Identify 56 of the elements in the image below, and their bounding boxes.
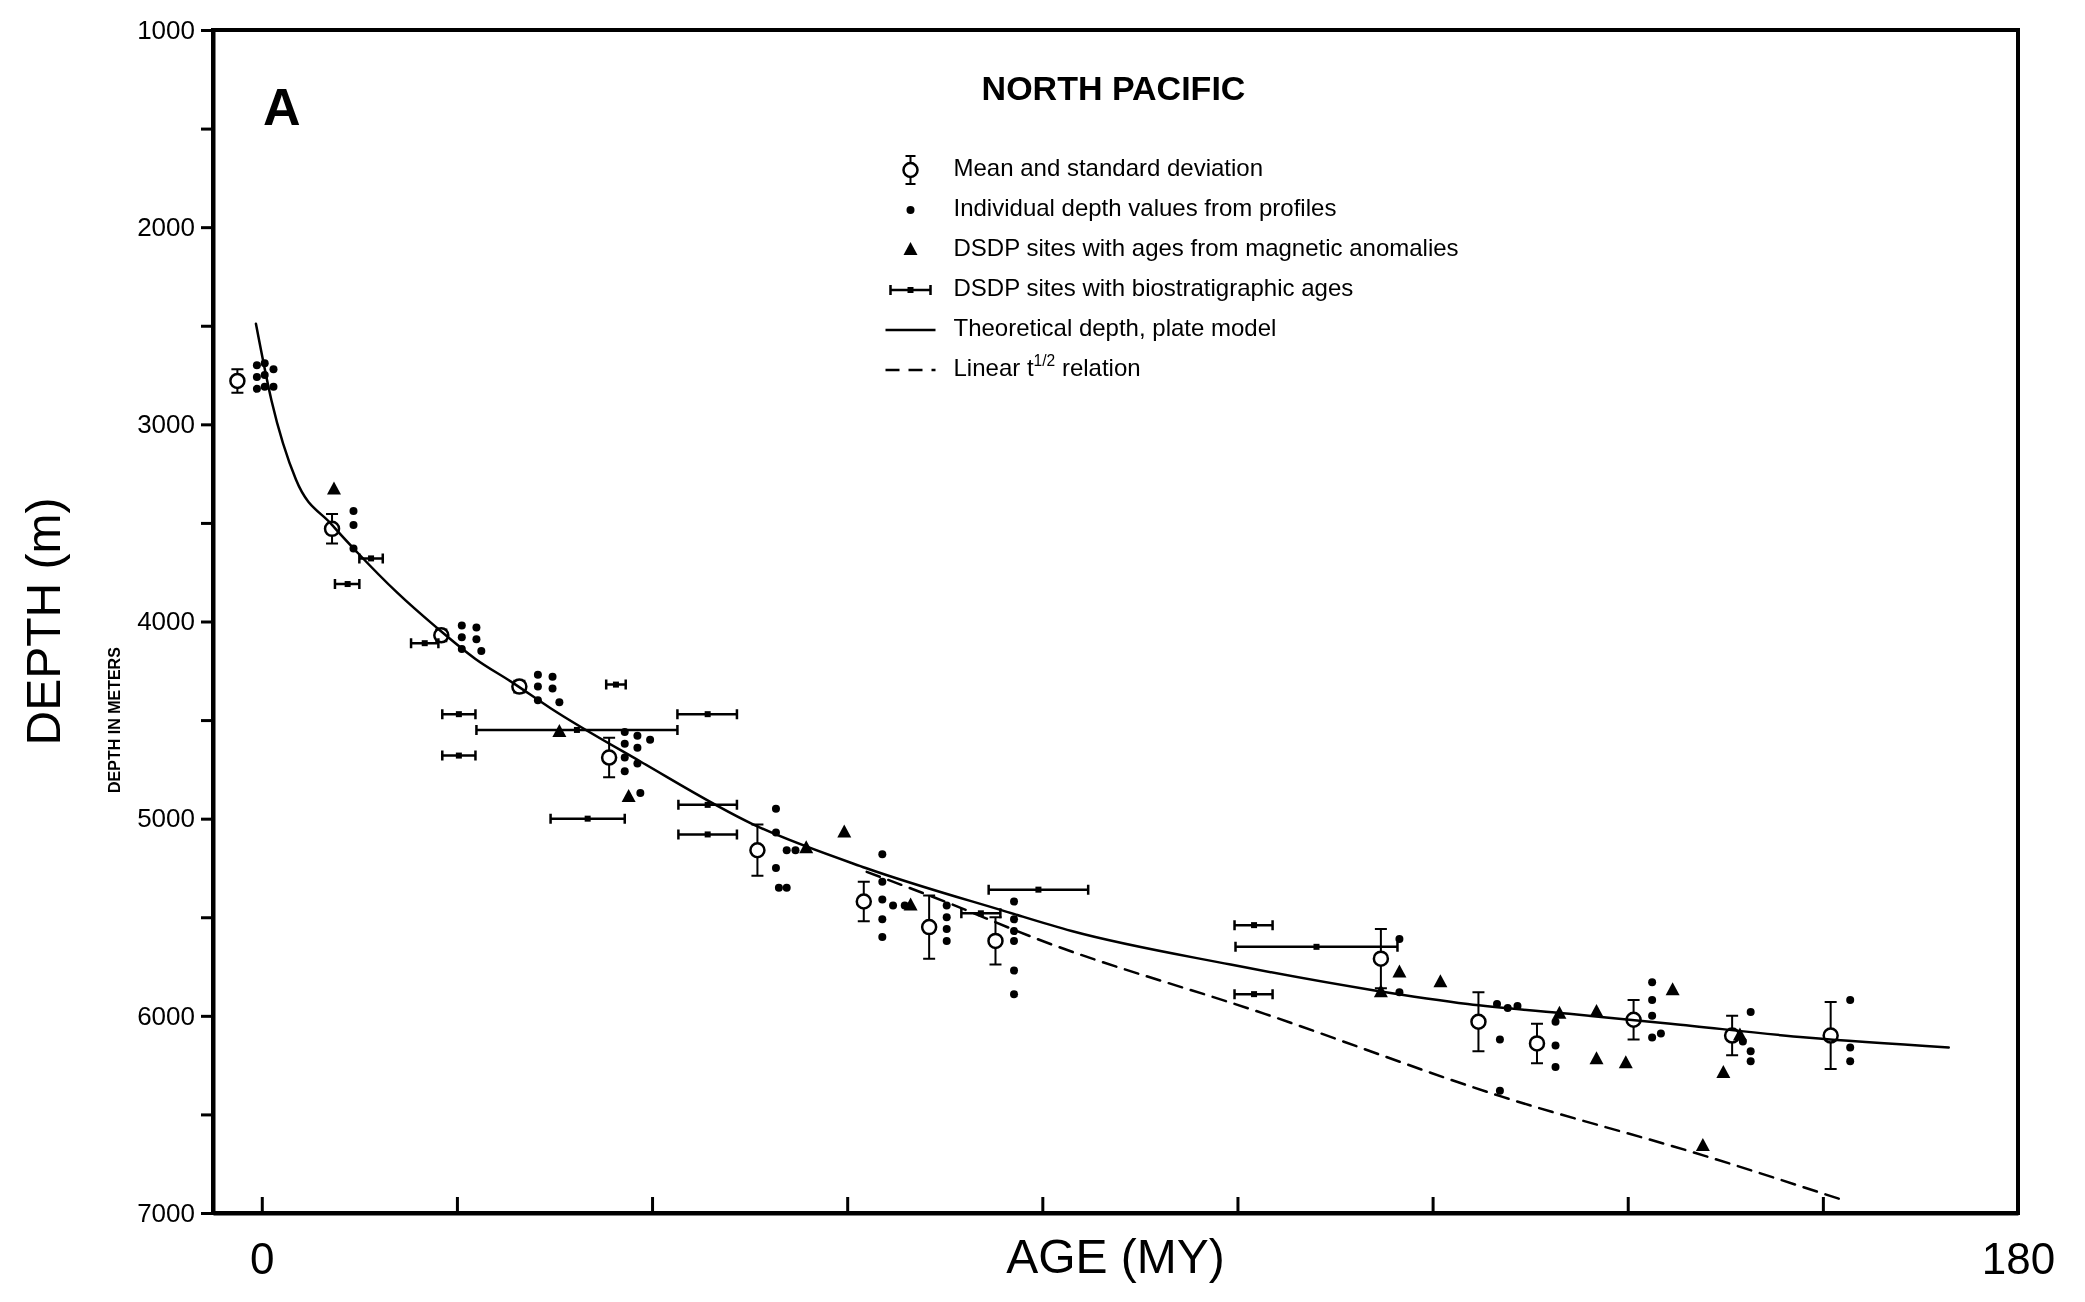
legend-label: Theoretical depth, plate model	[953, 314, 1277, 342]
y-tick-label: 7000	[137, 1197, 195, 1228]
legend-label: DSDP sites with biostratigraphic ages	[953, 274, 1354, 302]
point	[1528, 1035, 1546, 1052]
point	[837, 824, 852, 838]
point	[704, 711, 711, 718]
point	[1716, 1065, 1731, 1079]
y-tick-label: 3000	[137, 409, 195, 440]
point	[229, 372, 246, 390]
point	[621, 788, 636, 802]
text: NORTH PACIFIC	[981, 69, 1246, 107]
point	[1251, 922, 1258, 929]
y-tick-label: 4000	[137, 606, 195, 637]
point	[612, 681, 619, 688]
point	[749, 841, 766, 859]
point	[1433, 974, 1448, 988]
point	[455, 752, 462, 759]
legend-label: Individual depth values from profiles	[953, 194, 1337, 222]
point	[584, 815, 591, 822]
x-axis-title: AGE (MY)	[1006, 1230, 1225, 1283]
point	[1392, 964, 1407, 978]
y-axis-title: DEPTH (m)	[17, 497, 70, 746]
point	[1313, 943, 1320, 950]
y-tick-label: 6000	[137, 1000, 195, 1031]
point	[1589, 1051, 1604, 1065]
annotation: A	[263, 78, 301, 136]
point	[1665, 982, 1680, 996]
legend-label: DSDP sites with ages from magnetic anomalies	[953, 234, 1459, 262]
point	[1470, 1013, 1487, 1030]
y-tick-label: 1000	[137, 14, 195, 45]
legend-label: Mean and standard deviation	[953, 154, 1264, 182]
point	[573, 726, 580, 733]
point	[704, 801, 711, 808]
point	[600, 749, 618, 766]
point	[855, 893, 873, 910]
point	[1372, 950, 1390, 967]
point	[1251, 991, 1258, 998]
point	[1732, 1027, 1747, 1041]
point	[704, 831, 711, 838]
point	[326, 481, 341, 495]
y-tick-label: 5000	[137, 803, 195, 834]
point	[1618, 1055, 1633, 1069]
point	[1695, 1137, 1710, 1151]
point	[1035, 886, 1042, 893]
x-tick-label: 180	[1981, 1234, 2056, 1284]
point	[344, 581, 351, 588]
point	[920, 918, 938, 936]
text: DEPTH IN METERS	[106, 646, 123, 793]
point	[368, 555, 375, 562]
point	[421, 640, 428, 647]
y-tick-label: 2000	[137, 211, 195, 242]
x-tick-label: 0	[250, 1234, 275, 1284]
legend-label: Linear t$^{1/2}$ relation	[953, 351, 1141, 382]
point	[903, 897, 918, 911]
point	[455, 711, 462, 718]
point	[987, 932, 1004, 950]
